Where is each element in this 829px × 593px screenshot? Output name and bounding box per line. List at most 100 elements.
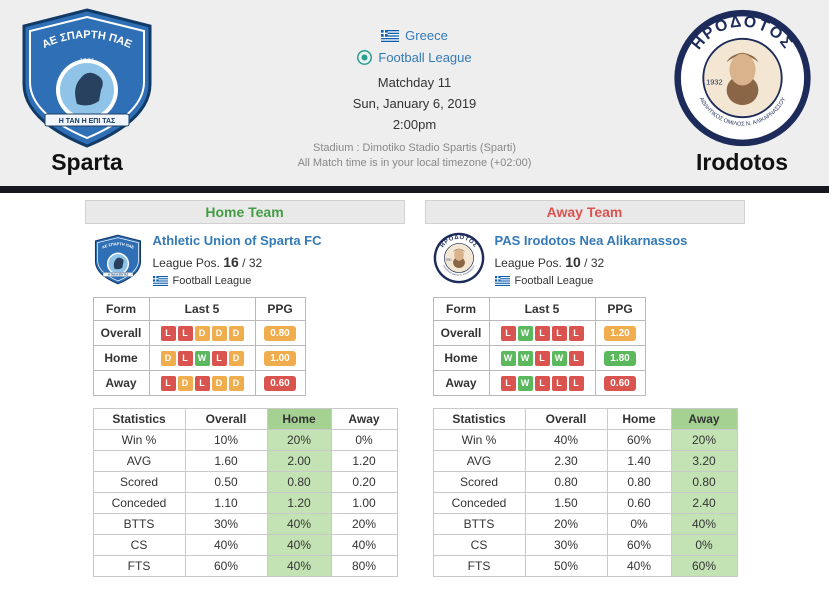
stat-label: Win % xyxy=(92,429,186,451)
stats-header: Statistics xyxy=(92,408,186,430)
league-link[interactable]: Football League xyxy=(378,50,472,65)
form-ppg-cell: 1.00 xyxy=(254,345,306,371)
team-panels: Home Team Athletic Union of Sparta FC Le… xyxy=(84,200,745,577)
timezone-note: All Match time is in your local timezone… xyxy=(297,156,532,169)
stat-overall: 30% xyxy=(184,513,268,535)
ppg-badge: 1.20 xyxy=(604,326,636,341)
form-ppg-cell: 0.60 xyxy=(594,370,646,396)
form-result-badge: L xyxy=(211,351,227,366)
league-pos-total: / 32 xyxy=(242,256,263,270)
form-ppg-cell: 1.80 xyxy=(594,345,646,371)
form-row-label: Home xyxy=(92,345,150,371)
away-team-name: Irodotos xyxy=(696,149,788,175)
stat-overall: 1.50 xyxy=(524,492,608,514)
stat-away: 20% xyxy=(670,429,738,451)
ppg-badge: 0.60 xyxy=(604,376,636,391)
overall-header: Overall xyxy=(524,408,608,430)
form-header: Form xyxy=(432,297,490,321)
stat-overall: 40% xyxy=(184,534,268,556)
stats-header-row: Statistics Overall Home Away xyxy=(432,408,738,430)
home-team-details: Athletic Union of Sparta FC League Pos. … xyxy=(152,232,322,287)
form-result-badge: L xyxy=(534,351,550,366)
last5-header: Last 5 xyxy=(488,297,596,321)
league-pos-label: League Pos. xyxy=(152,256,220,270)
away-header: Away xyxy=(670,408,738,430)
ppg-header: PPG xyxy=(594,297,646,321)
form-result-badge: L xyxy=(160,376,176,391)
away-panel-title: Away Team xyxy=(546,204,623,220)
stats-row: FTS 60% 40% 80% xyxy=(92,555,398,577)
league-logo-icon xyxy=(357,50,372,65)
form-result-badge: W xyxy=(500,351,516,366)
stats-row: Conceded 1.10 1.20 1.00 xyxy=(92,492,398,514)
stat-home: 0% xyxy=(606,513,672,535)
stat-label: Win % xyxy=(432,429,526,451)
home-panel-header: Home Team xyxy=(84,200,405,224)
stats-row: Scored 0.50 0.80 0.20 xyxy=(92,471,398,493)
home-header: Home xyxy=(606,408,672,430)
away-header: Away xyxy=(330,408,398,430)
stat-away: 0% xyxy=(330,429,398,451)
stat-away: 3.20 xyxy=(670,450,738,472)
stat-overall: 30% xyxy=(524,534,608,556)
stat-away: 40% xyxy=(330,534,398,556)
form-row-label: Overall xyxy=(432,320,490,346)
home-team-link[interactable]: Athletic Union of Sparta FC xyxy=(152,233,322,248)
stats-row: BTTS 30% 40% 20% xyxy=(92,513,398,535)
away-team-details: PAS Irodotos Nea Alikarnassos League Pos… xyxy=(494,232,688,287)
form-result-badge: L xyxy=(534,376,550,391)
home-team-mini-crest xyxy=(93,232,143,287)
ppg-badge: 0.60 xyxy=(264,376,296,391)
stats-row: AVG 2.30 1.40 3.20 xyxy=(432,450,738,472)
stat-home: 60% xyxy=(606,429,672,451)
divider-bar xyxy=(0,186,829,193)
home-panel: Home Team Athletic Union of Sparta FC Le… xyxy=(84,200,405,577)
stat-overall: 1.10 xyxy=(184,492,268,514)
stat-away: 80% xyxy=(330,555,398,577)
home-stats-table: Statistics Overall Home Away Win % 10% 2… xyxy=(92,408,398,577)
ppg-badge: 1.80 xyxy=(604,351,636,366)
stat-overall: 40% xyxy=(524,429,608,451)
stat-away: 0.20 xyxy=(330,471,398,493)
stat-home: 1.20 xyxy=(266,492,332,514)
stat-away: 60% xyxy=(670,555,738,577)
home-team-block: Sparta xyxy=(6,0,168,186)
stat-away: 2.40 xyxy=(670,492,738,514)
stats-row: CS 40% 40% 40% xyxy=(92,534,398,556)
matchday-label: Matchday 11 xyxy=(377,75,452,90)
overall-header: Overall xyxy=(184,408,268,430)
away-team-block: Irodotos xyxy=(661,0,823,186)
greece-flag-icon xyxy=(381,30,399,42)
league-pos-total: / 32 xyxy=(584,256,605,270)
stat-label: AVG xyxy=(432,450,526,472)
form-result-badge: D xyxy=(211,376,227,391)
stat-label: CS xyxy=(92,534,186,556)
home-league-name: Football League xyxy=(172,275,252,287)
stat-overall: 10% xyxy=(184,429,268,451)
form-ppg-cell: 0.80 xyxy=(254,320,306,346)
away-league-name: Football League xyxy=(514,275,594,287)
home-header: Home xyxy=(266,408,332,430)
form-result-badge: L xyxy=(500,376,516,391)
away-stats-table: Statistics Overall Home Away Win % 40% 6… xyxy=(432,408,738,577)
stat-overall: 60% xyxy=(184,555,268,577)
stats-row: Win % 40% 60% 20% xyxy=(432,429,738,451)
away-team-link[interactable]: PAS Irodotos Nea Alikarnassos xyxy=(494,233,688,248)
away-panel-header: Away Team xyxy=(424,200,745,224)
away-panel: Away Team PAS Irodotos Nea Alikarnassos … xyxy=(424,200,745,577)
form-result-badge: L xyxy=(194,376,210,391)
stat-home: 0.80 xyxy=(606,471,672,493)
away-team-summary: PAS Irodotos Nea Alikarnassos League Pos… xyxy=(425,224,745,291)
stats-row: CS 30% 60% 0% xyxy=(432,534,738,556)
stat-away: 1.00 xyxy=(330,492,398,514)
match-info: Greece Football League Matchday 11 Sun, … xyxy=(168,0,661,186)
country-link[interactable]: Greece xyxy=(405,28,448,43)
